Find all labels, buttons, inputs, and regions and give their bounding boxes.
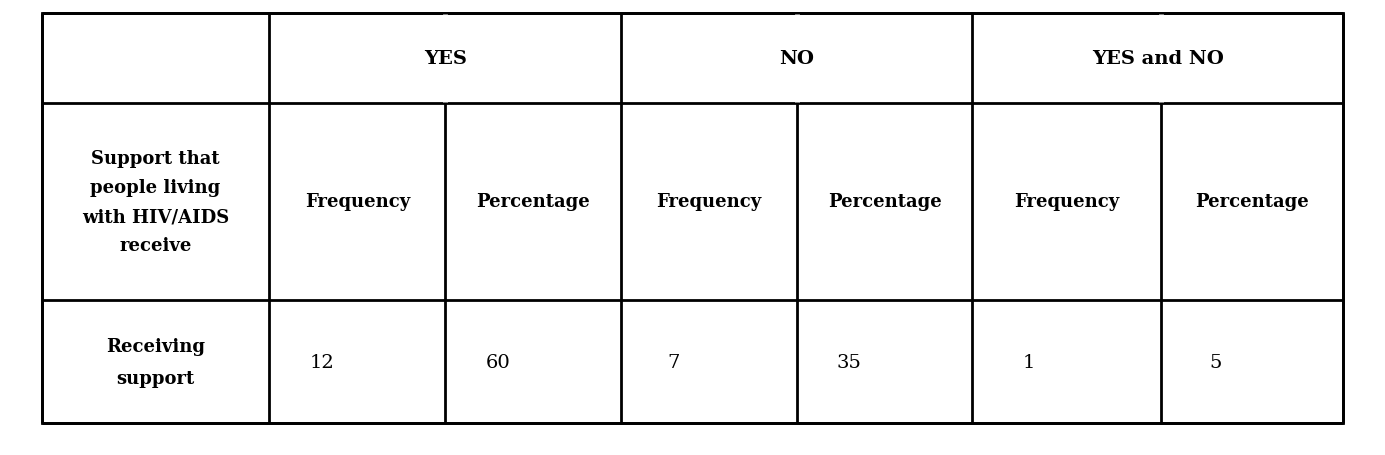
- Text: Frequency: Frequency: [1014, 193, 1119, 211]
- Text: 60: 60: [486, 353, 510, 371]
- Text: 1: 1: [1024, 353, 1035, 371]
- Text: YES: YES: [424, 50, 467, 68]
- Text: Percentage: Percentage: [828, 193, 942, 211]
- Text: Support that
people living
with HIV/AIDS
receive: Support that people living with HIV/AIDS…: [82, 149, 229, 255]
- Text: YES and NO: YES and NO: [1091, 50, 1224, 68]
- Text: NO: NO: [780, 50, 814, 68]
- Bar: [42, 14, 1343, 423]
- Text: Percentage: Percentage: [1195, 193, 1309, 211]
- Text: 5: 5: [1209, 353, 1222, 371]
- Text: Frequency: Frequency: [656, 193, 762, 211]
- Text: 12: 12: [310, 353, 335, 371]
- Text: Frequency: Frequency: [305, 193, 410, 211]
- Text: Percentage: Percentage: [476, 193, 590, 211]
- Text: Receiving
support: Receiving support: [107, 337, 205, 387]
- Text: 7: 7: [668, 353, 680, 371]
- Text: 35: 35: [837, 353, 861, 371]
